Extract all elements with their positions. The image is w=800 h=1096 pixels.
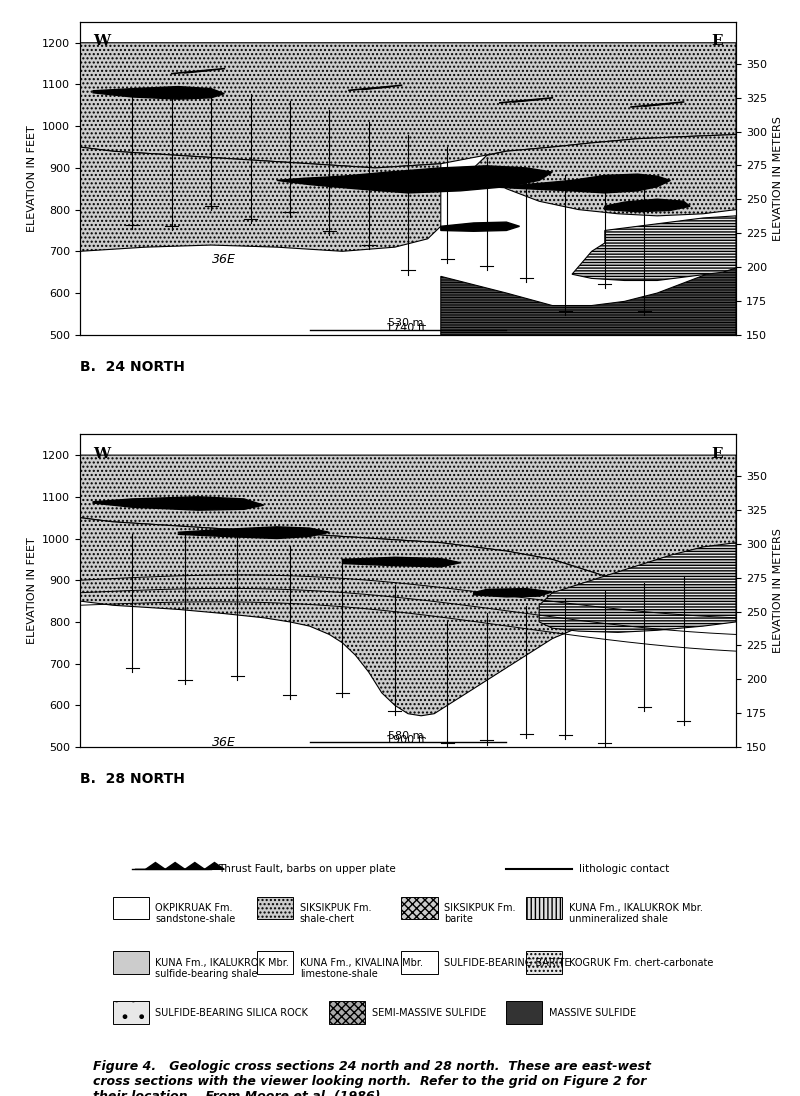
Text: B.  28 NORTH: B. 28 NORTH: [80, 772, 185, 786]
Text: E: E: [711, 447, 723, 460]
Y-axis label: ELEVATION IN FEET: ELEVATION IN FEET: [26, 537, 37, 644]
Y-axis label: ELEVATION IN METERS: ELEVATION IN METERS: [773, 528, 782, 653]
Bar: [330, 1002, 366, 1024]
Text: sandstone-shale: sandstone-shale: [155, 914, 236, 924]
Polygon shape: [178, 527, 330, 538]
Text: 530 m.: 530 m.: [389, 319, 427, 329]
Polygon shape: [277, 165, 552, 193]
Polygon shape: [146, 863, 166, 869]
Text: Figure 4.   Geologic cross sections 24 north and 28 north.  These are east-west
: Figure 4. Geologic cross sections 24 nor…: [93, 1061, 651, 1096]
Bar: [506, 1002, 542, 1024]
Polygon shape: [80, 517, 736, 716]
Text: KOGRUK Fm. chert-carbonate: KOGRUK Fm. chert-carbonate: [569, 958, 713, 968]
Polygon shape: [441, 222, 519, 231]
Text: SEMI-MASSIVE SULFIDE: SEMI-MASSIVE SULFIDE: [372, 1007, 486, 1018]
Polygon shape: [441, 251, 736, 334]
Polygon shape: [342, 557, 461, 567]
Text: 36E: 36E: [212, 737, 236, 750]
Bar: [402, 951, 438, 974]
Text: E: E: [711, 34, 723, 48]
Text: OKPIKRUAK Fm.: OKPIKRUAK Fm.: [155, 903, 233, 913]
Bar: [526, 951, 562, 974]
Bar: [402, 897, 438, 920]
Bar: [257, 897, 293, 920]
Polygon shape: [572, 216, 736, 281]
Bar: [113, 897, 149, 920]
Text: lithologic contact: lithologic contact: [578, 865, 669, 875]
Text: 1900 ft.: 1900 ft.: [386, 735, 430, 745]
Text: SIKSIKPUK Fm.: SIKSIKPUK Fm.: [300, 903, 371, 913]
Bar: [526, 897, 562, 920]
Polygon shape: [605, 199, 690, 212]
Polygon shape: [185, 863, 205, 869]
Text: B.  24 NORTH: B. 24 NORTH: [80, 359, 185, 374]
Polygon shape: [205, 863, 224, 869]
Polygon shape: [80, 147, 441, 251]
Text: sulfide-bearing shale: sulfide-bearing shale: [155, 969, 258, 979]
Text: W: W: [93, 447, 110, 460]
Text: KUNA Fm., KIVALINA Mbr.: KUNA Fm., KIVALINA Mbr.: [300, 958, 422, 968]
Text: unmineralized shale: unmineralized shale: [569, 914, 667, 924]
Text: SULFIDE-BEARING BARITE: SULFIDE-BEARING BARITE: [444, 958, 570, 968]
Polygon shape: [474, 589, 552, 597]
Bar: [113, 951, 149, 974]
Polygon shape: [93, 87, 224, 99]
Text: SIKSIKPUK Fm.: SIKSIKPUK Fm.: [444, 903, 515, 913]
Text: shale-chert: shale-chert: [300, 914, 355, 924]
Polygon shape: [80, 455, 736, 584]
Polygon shape: [474, 135, 736, 216]
Text: barite: barite: [444, 914, 473, 924]
Text: MASSIVE SULFIDE: MASSIVE SULFIDE: [549, 1007, 636, 1018]
Text: 1740 ft.: 1740 ft.: [386, 322, 430, 333]
Polygon shape: [486, 174, 670, 193]
Text: KUNA Fm., IKALUKROK Mbr.: KUNA Fm., IKALUKROK Mbr.: [569, 903, 702, 913]
Text: SULFIDE-BEARING SILICA ROCK: SULFIDE-BEARING SILICA ROCK: [155, 1007, 308, 1018]
Text: W: W: [93, 34, 110, 48]
Polygon shape: [166, 863, 185, 869]
Text: 580 m.: 580 m.: [389, 731, 427, 741]
Text: limestone-shale: limestone-shale: [300, 969, 378, 979]
Text: KUNA Fm., IKALUKROK Mbr.: KUNA Fm., IKALUKROK Mbr.: [155, 958, 290, 968]
Y-axis label: ELEVATION IN FEET: ELEVATION IN FEET: [26, 125, 37, 231]
Bar: [113, 1002, 149, 1024]
Text: 36E: 36E: [212, 253, 236, 266]
Text: Thrust Fault, barbs on upper plate: Thrust Fault, barbs on upper plate: [218, 865, 395, 875]
Polygon shape: [80, 43, 736, 168]
Polygon shape: [539, 543, 736, 632]
Y-axis label: ELEVATION IN METERS: ELEVATION IN METERS: [773, 116, 782, 241]
Polygon shape: [93, 496, 264, 510]
Bar: [257, 951, 293, 974]
